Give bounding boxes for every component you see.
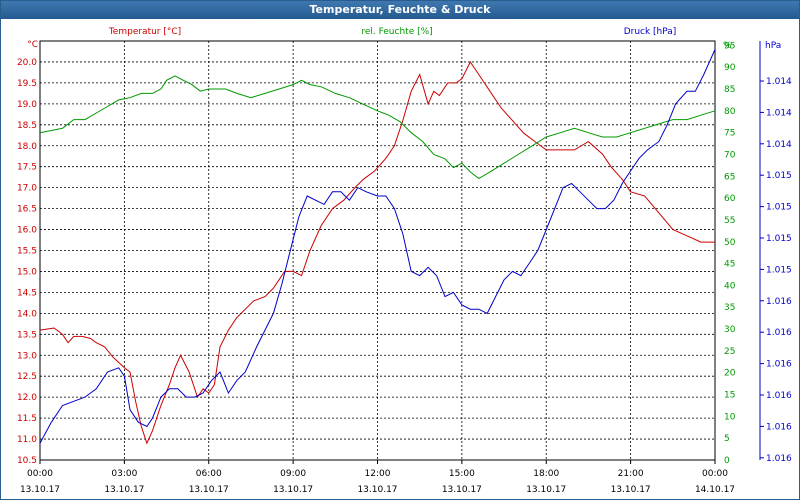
humidity-tick-label: 75 [724, 129, 735, 139]
humidity-tick-label: 15 [724, 391, 735, 401]
humidity-tick-label: 40 [724, 281, 736, 291]
series-line-pressure [39, 49, 716, 444]
x-date-label: 14.10.17 [695, 485, 735, 495]
pressure-tick-label: 1.014 [766, 77, 792, 87]
temperature-tick-label: 12.5 [17, 372, 37, 382]
humidity-tick-label: 10 [724, 412, 736, 422]
legend-temperature: Temperatur [°C] [108, 27, 181, 37]
humidity-tick-label: 45 [724, 260, 735, 270]
temperature-tick-label: 17.0 [17, 184, 37, 194]
x-date-label: 13.10.17 [189, 485, 229, 495]
series-lines [39, 49, 716, 445]
temperature-tick-label: 13.0 [17, 351, 37, 361]
humidity-tick-label: 85 [724, 85, 735, 95]
pressure-tick-label: 1.016 [766, 328, 792, 338]
legend-pressure: Druck [hPa] [624, 27, 677, 37]
pressure-tick-label: 1.016 [766, 360, 792, 370]
x-date-label: 13.10.17 [526, 485, 566, 495]
temperature-tick-label: 19.0 [17, 100, 37, 110]
x-time-label: 00:00 [27, 469, 53, 479]
humidity-tick-label: 95 [724, 41, 735, 51]
temperature-tick-label: 20.0 [17, 58, 37, 68]
x-time-label: 09:00 [280, 469, 306, 479]
pressure-tick-label: 1.016 [766, 391, 792, 401]
temperature-tick-label: 12.0 [17, 393, 37, 403]
x-time-label: 18:00 [533, 469, 559, 479]
temperature-tick-label: 19.5 [17, 79, 37, 89]
pressure-tick-label: 1.014 [766, 108, 792, 118]
pressure-tick-label: 1.016 [766, 422, 792, 432]
pressure-tick-label: 1.016 [766, 454, 792, 464]
x-time-label: 15:00 [449, 469, 475, 479]
humidity-tick-label: 60 [724, 194, 736, 204]
humidity-tick-label: 5 [724, 434, 730, 444]
pressure-tick-label: 1.015 [766, 265, 792, 275]
grid-lines [39, 41, 764, 464]
x-date-label: 13.10.17 [611, 485, 651, 495]
x-date-label: 13.10.17 [442, 485, 482, 495]
temperature-tick-label: 15.5 [17, 247, 37, 257]
x-date-label: 13.10.17 [104, 485, 144, 495]
temperature-tick-label: 16.5 [17, 205, 37, 215]
humidity-tick-label: 20 [724, 369, 736, 379]
x-time-label: 00:00 [702, 469, 728, 479]
humidity-tick-label: 70 [724, 150, 736, 160]
x-date-label: 13.10.17 [273, 485, 313, 495]
humidity-tick-label: 80 [724, 107, 736, 117]
temperature-tick-label: 11.0 [17, 435, 37, 445]
temperature-tick-label: 15.0 [17, 267, 37, 277]
temperature-tick-label: 16.0 [17, 226, 37, 236]
pressure-unit-label: hPa [765, 41, 781, 51]
humidity-tick-label: 35 [724, 303, 735, 313]
pressure-tick-label: 1.015 [766, 203, 792, 213]
legend-humidity: rel. Feuchte [%] [361, 27, 432, 37]
temperature-tick-label: 13.5 [17, 330, 37, 340]
series-line-humidity [39, 75, 716, 180]
x-date-label: 13.10.17 [20, 485, 60, 495]
x-time-label: 21:00 [618, 469, 644, 479]
x-time-label: 03:00 [111, 469, 137, 479]
temperature-tick-label: 14.0 [17, 309, 37, 319]
series-line-temperature [39, 61, 715, 445]
x-time-label: 06:00 [196, 469, 222, 479]
humidity-tick-label: 90 [724, 63, 736, 73]
pressure-tick-label: 1.016 [766, 297, 792, 307]
temperature-tick-label: 14.5 [17, 288, 37, 298]
humidity-tick-label: 65 [724, 172, 735, 182]
temperature-tick-label: 18.5 [17, 121, 37, 131]
humidity-tick-label: 50 [724, 238, 736, 248]
temperature-unit-label: °C [27, 40, 38, 50]
window-title: Temperatur, Feuchte & Druck [1, 1, 799, 19]
pressure-tick-label: 1.015 [766, 234, 792, 244]
axis-tick-labels: 10.5 11.0 11.5 12.0 12.5 13.0 13.5 14.0 14.5 15.0… [17, 41, 792, 495]
x-time-label: 12:00 [365, 469, 391, 479]
temperature-tick-label: 11.5 [17, 414, 37, 424]
temperature-tick-label: 17.5 [17, 163, 37, 173]
humidity-tick-label: 0 [724, 456, 730, 466]
humidity-unit-label: % [723, 41, 732, 51]
pressure-tick-label: 1.014 [766, 140, 792, 150]
humidity-tick-label: 55 [724, 216, 735, 226]
humidity-tick-label: 30 [724, 325, 736, 335]
temperature-tick-label: 18.0 [17, 142, 37, 152]
x-date-label: 13.10.17 [357, 485, 397, 495]
temperature-tick-label: 10.5 [17, 456, 37, 466]
pressure-tick-label: 1.015 [766, 171, 792, 181]
humidity-tick-label: 25 [724, 347, 735, 357]
